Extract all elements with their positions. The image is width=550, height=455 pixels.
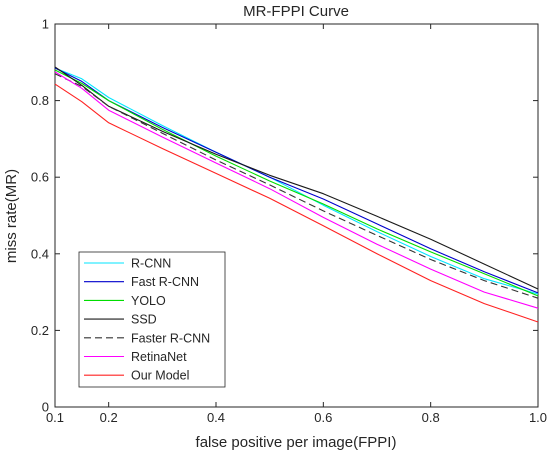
- legend-label: R-CNN: [131, 257, 171, 271]
- legend-label: SSD: [131, 313, 157, 327]
- legend-label: Our Model: [131, 369, 189, 383]
- y-tick-label: 0.6: [31, 170, 49, 185]
- x-tick-label: 0.8: [422, 410, 440, 425]
- legend-label: Faster R-CNN: [131, 331, 210, 345]
- x-tick-label: 1.0: [529, 410, 547, 425]
- legend: R-CNN Fast R-CNN YOLO SSD Faster R-CNN Retina…: [78, 251, 226, 388]
- series-line-fast-r-cnn: [54, 67, 539, 294]
- y-tick-label: 0: [42, 400, 49, 415]
- chart-title: MR-FPPI Curve: [243, 3, 349, 20]
- y-tick-label: 0.8: [31, 93, 49, 108]
- y-tick-label: 1: [42, 17, 49, 32]
- axis-ticks: 0.1 0.2 0.4 0.6 0.8 1.0 0 0.2 0.4 0.6 0.8 1: [31, 17, 547, 426]
- series-lines: [54, 66, 539, 323]
- series-line-our-model: [54, 83, 539, 323]
- x-tick-label: 0.2: [100, 410, 118, 425]
- x-tick-label: 0.6: [314, 410, 332, 425]
- legend-label: Fast R-CNN: [131, 275, 199, 289]
- legend-label: RetinaNet: [131, 350, 187, 364]
- series-line-ssd: [54, 66, 539, 290]
- legend-items: R-CNN Fast R-CNN YOLO SSD Faster R-CNN Retina…: [84, 257, 210, 383]
- y-tick-label: 0.2: [31, 323, 49, 338]
- x-tick-label: 0.4: [207, 410, 225, 425]
- series-line-retinanet: [54, 71, 539, 309]
- y-tick-label: 0.4: [31, 246, 49, 261]
- series-line-faster-r-cnn: [54, 73, 539, 299]
- x-tick-label: 0.1: [46, 410, 64, 425]
- x-axis-label: false positive per image(FPPI): [196, 434, 397, 451]
- legend-label: YOLO: [131, 294, 166, 308]
- y-axis-label: miss rate(MR): [3, 169, 20, 263]
- series-line-yolo: [54, 69, 539, 297]
